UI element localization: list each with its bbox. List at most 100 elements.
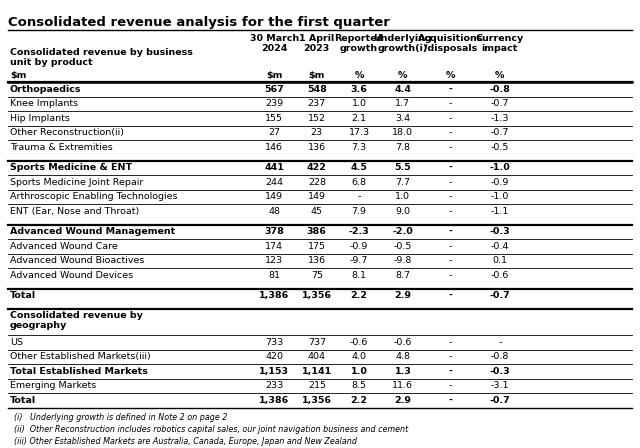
Text: 30 March
2024: 30 March 2024 [250,34,299,53]
Text: -: - [449,352,452,361]
Text: -0.5: -0.5 [491,143,509,152]
Text: 239: 239 [265,99,284,108]
Text: 4.0: 4.0 [351,352,367,361]
Text: 149: 149 [265,192,284,201]
Text: -0.7: -0.7 [490,396,510,405]
Text: 9.0: 9.0 [396,207,410,216]
Text: -1.1: -1.1 [491,207,509,216]
Text: 1.0: 1.0 [396,192,410,201]
Text: -0.3: -0.3 [490,367,510,376]
Text: -0.9: -0.9 [491,178,509,187]
Text: (i)   Underlying growth is defined in Note 2 on page 2: (i) Underlying growth is defined in Note… [14,413,227,422]
Text: Sports Medicine & ENT: Sports Medicine & ENT [10,163,132,172]
Text: -9.7: -9.7 [350,256,368,265]
Text: 548: 548 [307,85,327,94]
Text: 2.2: 2.2 [351,291,367,300]
Text: %: % [495,71,504,80]
Text: -0.8: -0.8 [490,85,510,94]
Text: 422: 422 [307,163,327,172]
Text: %: % [355,71,364,80]
Text: 233: 233 [265,381,284,390]
Text: -: - [448,85,452,94]
Text: Other Established Markets(iii): Other Established Markets(iii) [10,352,151,361]
Text: -: - [448,367,452,376]
Text: -0.7: -0.7 [491,99,509,108]
Text: 404: 404 [308,352,326,361]
Text: -0.6: -0.6 [394,338,412,347]
Text: -2.0: -2.0 [392,227,413,236]
Text: -0.8: -0.8 [491,352,509,361]
Text: Total Established Markets: Total Established Markets [10,367,148,376]
Text: -: - [449,114,452,123]
Text: 1,386: 1,386 [259,396,289,405]
Text: Underlying
growth(i): Underlying growth(i) [374,34,432,53]
Text: Currency
impact: Currency impact [476,34,524,53]
Text: (ii)  Other Reconstruction includes robotics capital sales, our joint navigation: (ii) Other Reconstruction includes robot… [14,425,408,434]
Text: 386: 386 [307,227,327,236]
Text: 48: 48 [268,207,280,216]
Text: 81: 81 [268,271,280,280]
Text: 136: 136 [308,256,326,265]
Text: 0.1: 0.1 [492,256,508,265]
Text: Emerging Markets: Emerging Markets [10,381,96,390]
Text: -0.9: -0.9 [350,242,368,251]
Text: $m: $m [266,71,282,80]
Text: 4.5: 4.5 [351,163,367,172]
Text: 378: 378 [264,227,284,236]
Text: 420: 420 [265,352,284,361]
Text: -: - [448,163,452,172]
Text: 237: 237 [308,99,326,108]
Text: (iii) Other Established Markets are Australia, Canada, Europe, Japan and New Zea: (iii) Other Established Markets are Aust… [14,436,357,445]
Text: 737: 737 [308,338,326,347]
Text: -: - [449,256,452,265]
Text: -0.6: -0.6 [350,338,368,347]
Text: 2.9: 2.9 [394,396,412,405]
Text: 152: 152 [308,114,326,123]
Text: -: - [448,396,452,405]
Text: 3.4: 3.4 [396,114,410,123]
Text: 2.2: 2.2 [351,396,367,405]
Text: 75: 75 [311,271,323,280]
Text: -1.0: -1.0 [491,192,509,201]
Text: 1,141: 1,141 [301,367,332,376]
Text: Advanced Wound Care: Advanced Wound Care [10,242,118,251]
Text: 149: 149 [308,192,326,201]
Text: -1.0: -1.0 [490,163,510,172]
Text: $m: $m [308,71,325,80]
Text: -: - [449,143,452,152]
Text: 8.7: 8.7 [396,271,410,280]
Text: 7.9: 7.9 [351,207,367,216]
Text: 1,386: 1,386 [259,291,289,300]
Text: Consolidated revenue by
geography: Consolidated revenue by geography [10,311,143,331]
Text: 123: 123 [265,256,284,265]
Text: ENT (Ear, Nose and Throat): ENT (Ear, Nose and Throat) [10,207,140,216]
Text: US: US [10,338,23,347]
Text: 215: 215 [308,381,326,390]
Text: 6.8: 6.8 [351,178,367,187]
Text: -2.3: -2.3 [349,227,369,236]
Text: 174: 174 [265,242,284,251]
Text: -: - [449,207,452,216]
Text: 1.0: 1.0 [351,99,367,108]
Text: Acquisitions
/disposals: Acquisitions /disposals [417,34,483,53]
Text: 7.3: 7.3 [351,143,367,152]
Text: Knee Implants: Knee Implants [10,99,78,108]
Text: -: - [449,128,452,137]
Text: -: - [449,99,452,108]
Text: -: - [449,192,452,201]
Text: -: - [448,227,452,236]
Text: 1.3: 1.3 [394,367,412,376]
Text: 18.0: 18.0 [392,128,413,137]
Text: -0.7: -0.7 [490,291,510,300]
Text: -: - [357,192,361,201]
Text: 1.7: 1.7 [396,99,410,108]
Text: Trauma & Extremities: Trauma & Extremities [10,143,113,152]
Text: 136: 136 [308,143,326,152]
Text: Total: Total [10,291,36,300]
Text: 8.5: 8.5 [351,381,367,390]
Text: Consolidated revenue analysis for the first quarter: Consolidated revenue analysis for the fi… [8,16,390,29]
Text: Hip Implants: Hip Implants [10,114,70,123]
Text: 8.1: 8.1 [351,271,367,280]
Text: -0.7: -0.7 [491,128,509,137]
Text: %: % [445,71,455,80]
